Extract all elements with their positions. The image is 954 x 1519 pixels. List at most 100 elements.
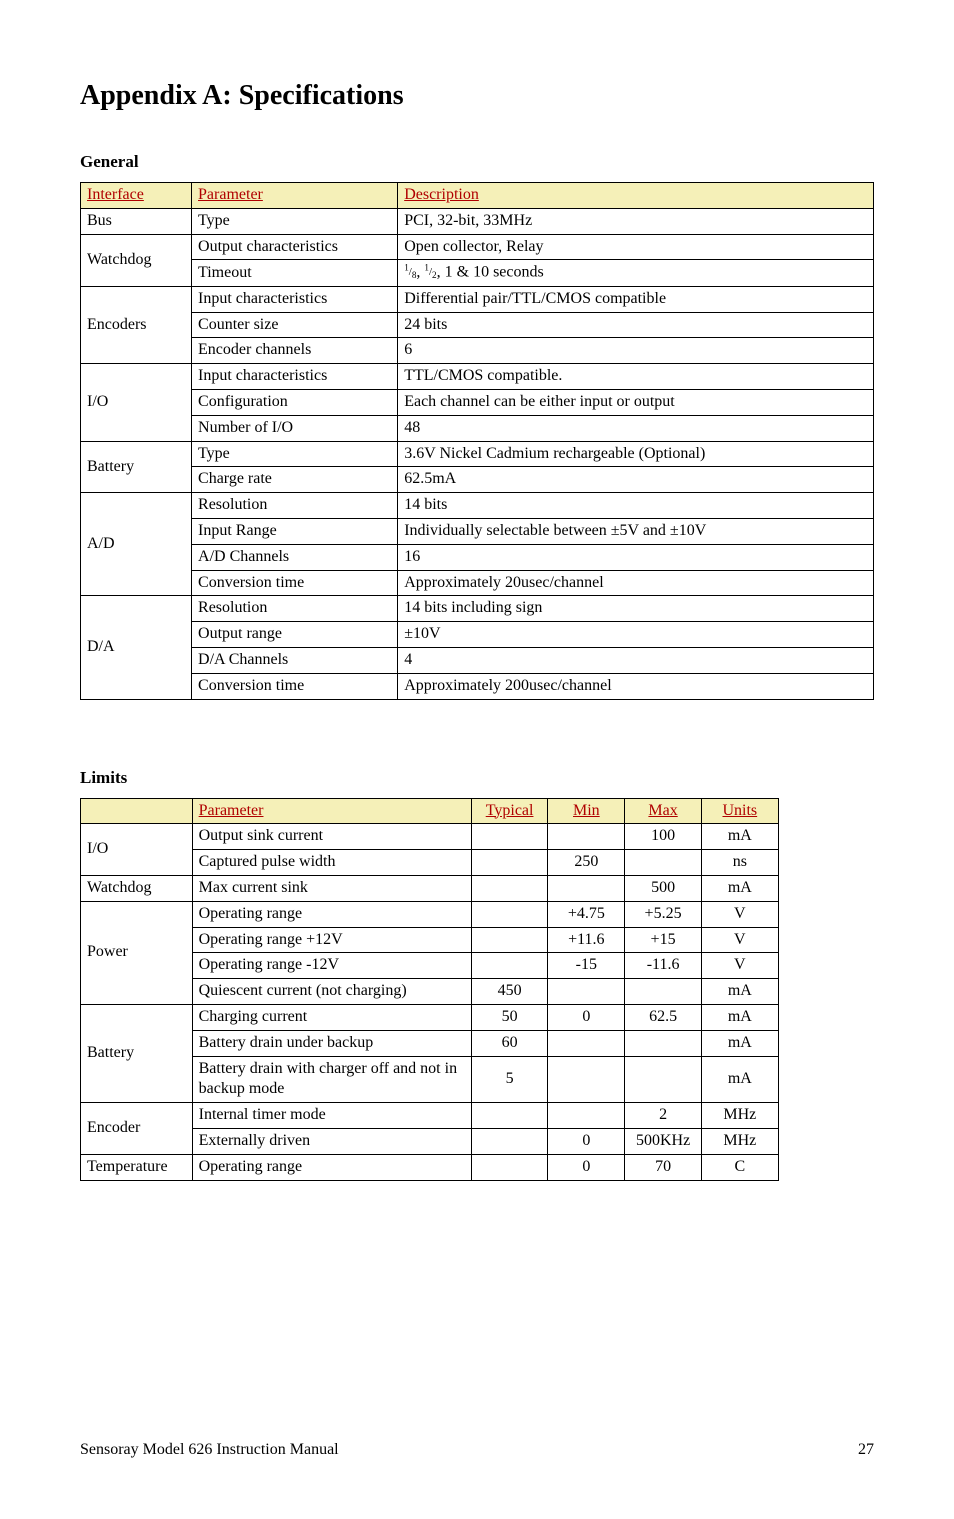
parameter-cell: Operating range bbox=[192, 901, 471, 927]
value-cell: +4.75 bbox=[548, 901, 625, 927]
value-cell: V bbox=[701, 901, 778, 927]
value-cell bbox=[471, 850, 548, 876]
value-cell: -15 bbox=[548, 953, 625, 979]
value-cell bbox=[548, 1056, 625, 1103]
table-row: A/D Channels16 bbox=[81, 544, 874, 570]
table-row: EncodersInput characteristicsDifferentia… bbox=[81, 286, 874, 312]
parameter-cell: Resolution bbox=[192, 596, 398, 622]
value-cell: 500 bbox=[625, 875, 702, 901]
value-cell: 60 bbox=[471, 1030, 548, 1056]
table-header: Parameter bbox=[192, 183, 398, 209]
value-cell bbox=[548, 979, 625, 1005]
parameter-cell: Output characteristics bbox=[192, 234, 398, 260]
parameter-cell: Type bbox=[192, 208, 398, 234]
interface-cell: Power bbox=[81, 901, 193, 1004]
table-row: Number of I/O48 bbox=[81, 415, 874, 441]
parameter-cell: Captured pulse width bbox=[192, 850, 471, 876]
description-cell: Individually selectable between ±5V and … bbox=[398, 519, 874, 545]
description-cell: Open collector, Relay bbox=[398, 234, 874, 260]
table-row: BusTypePCI, 32-bit, 33MHz bbox=[81, 208, 874, 234]
table-header: Typical bbox=[471, 798, 548, 824]
parameter-cell: Input characteristics bbox=[192, 364, 398, 390]
value-cell bbox=[471, 953, 548, 979]
value-cell: 50 bbox=[471, 1004, 548, 1030]
interface-cell: Watchdog bbox=[81, 234, 192, 286]
table-row: Encoder channels6 bbox=[81, 338, 874, 364]
table-row: WatchdogOutput characteristicsOpen colle… bbox=[81, 234, 874, 260]
table-row: Charge rate62.5mA bbox=[81, 467, 874, 493]
parameter-cell: Output sink current bbox=[192, 824, 471, 850]
parameter-cell: A/D Channels bbox=[192, 544, 398, 570]
value-cell bbox=[548, 1103, 625, 1129]
table-header: Description bbox=[398, 183, 874, 209]
parameter-cell: Operating range bbox=[192, 1154, 471, 1180]
value-cell: mA bbox=[701, 1004, 778, 1030]
value-cell bbox=[471, 1154, 548, 1180]
parameter-cell: Counter size bbox=[192, 312, 398, 338]
description-cell: Approximately 20usec/channel bbox=[398, 570, 874, 596]
table-row: I/OInput characteristicsTTL/CMOS compati… bbox=[81, 364, 874, 390]
value-cell: 62.5 bbox=[625, 1004, 702, 1030]
value-cell: -11.6 bbox=[625, 953, 702, 979]
value-cell: 2 bbox=[625, 1103, 702, 1129]
description-cell: 3.6V Nickel Cadmium rechargeable (Option… bbox=[398, 441, 874, 467]
description-cell: Differential pair/TTL/CMOS compatible bbox=[398, 286, 874, 312]
value-cell: ns bbox=[701, 850, 778, 876]
value-cell bbox=[471, 1103, 548, 1129]
interface-cell: Bus bbox=[81, 208, 192, 234]
interface-cell: Battery bbox=[81, 1004, 193, 1102]
description-cell: 6 bbox=[398, 338, 874, 364]
value-cell: MHz bbox=[701, 1103, 778, 1129]
value-cell: 250 bbox=[548, 850, 625, 876]
table-header: Min bbox=[548, 798, 625, 824]
description-cell: TTL/CMOS compatible. bbox=[398, 364, 874, 390]
value-cell: V bbox=[701, 953, 778, 979]
value-cell bbox=[471, 901, 548, 927]
table-header: Parameter bbox=[192, 798, 471, 824]
parameter-cell: Input characteristics bbox=[192, 286, 398, 312]
parameter-cell: Conversion time bbox=[192, 673, 398, 699]
table-row: WatchdogMax current sink500mA bbox=[81, 875, 779, 901]
footer-left: Sensoray Model 626 Instruction Manual bbox=[80, 1441, 339, 1459]
description-cell: ±10V bbox=[398, 622, 874, 648]
interface-cell: Temperature bbox=[81, 1154, 193, 1180]
table-row: Output range±10V bbox=[81, 622, 874, 648]
table-row: EncoderInternal timer mode2MHz bbox=[81, 1103, 779, 1129]
interface-cell: Encoder bbox=[81, 1103, 193, 1155]
table-row: Conversion timeApproximately 200usec/cha… bbox=[81, 673, 874, 699]
footer-right: 27 bbox=[858, 1441, 874, 1459]
table-row: TemperatureOperating range070C bbox=[81, 1154, 779, 1180]
value-cell bbox=[548, 1030, 625, 1056]
table-row: Conversion timeApproximately 20usec/chan… bbox=[81, 570, 874, 596]
description-cell: 4 bbox=[398, 648, 874, 674]
table-header: Interface bbox=[81, 183, 192, 209]
value-cell: C bbox=[701, 1154, 778, 1180]
value-cell bbox=[471, 1128, 548, 1154]
parameter-cell: Battery drain with charger off and not i… bbox=[192, 1056, 471, 1103]
general-table: InterfaceParameterDescription BusTypePCI… bbox=[80, 182, 874, 700]
parameter-cell: Output range bbox=[192, 622, 398, 648]
description-cell: 1/8, 1/2, 1 & 10 seconds bbox=[398, 260, 874, 286]
description-cell: 48 bbox=[398, 415, 874, 441]
parameter-cell: Encoder channels bbox=[192, 338, 398, 364]
description-cell: 24 bits bbox=[398, 312, 874, 338]
parameter-cell: Type bbox=[192, 441, 398, 467]
table-header: Max bbox=[625, 798, 702, 824]
parameter-cell: Battery drain under backup bbox=[192, 1030, 471, 1056]
general-heading: General bbox=[80, 152, 874, 172]
table-row: BatteryType3.6V Nickel Cadmium rechargea… bbox=[81, 441, 874, 467]
interface-cell: I/O bbox=[81, 364, 192, 441]
value-cell bbox=[548, 824, 625, 850]
value-cell: 0 bbox=[548, 1004, 625, 1030]
parameter-cell: D/A Channels bbox=[192, 648, 398, 674]
value-cell: mA bbox=[701, 875, 778, 901]
value-cell: 100 bbox=[625, 824, 702, 850]
table-row: PowerOperating range+4.75+5.25V bbox=[81, 901, 779, 927]
description-cell: 14 bits bbox=[398, 493, 874, 519]
value-cell: 70 bbox=[625, 1154, 702, 1180]
value-cell bbox=[625, 1056, 702, 1103]
table-row: Timeout1/8, 1/2, 1 & 10 seconds bbox=[81, 260, 874, 286]
parameter-cell: Operating range -12V bbox=[192, 953, 471, 979]
interface-cell: I/O bbox=[81, 824, 193, 876]
description-cell: Each channel can be either input or outp… bbox=[398, 390, 874, 416]
